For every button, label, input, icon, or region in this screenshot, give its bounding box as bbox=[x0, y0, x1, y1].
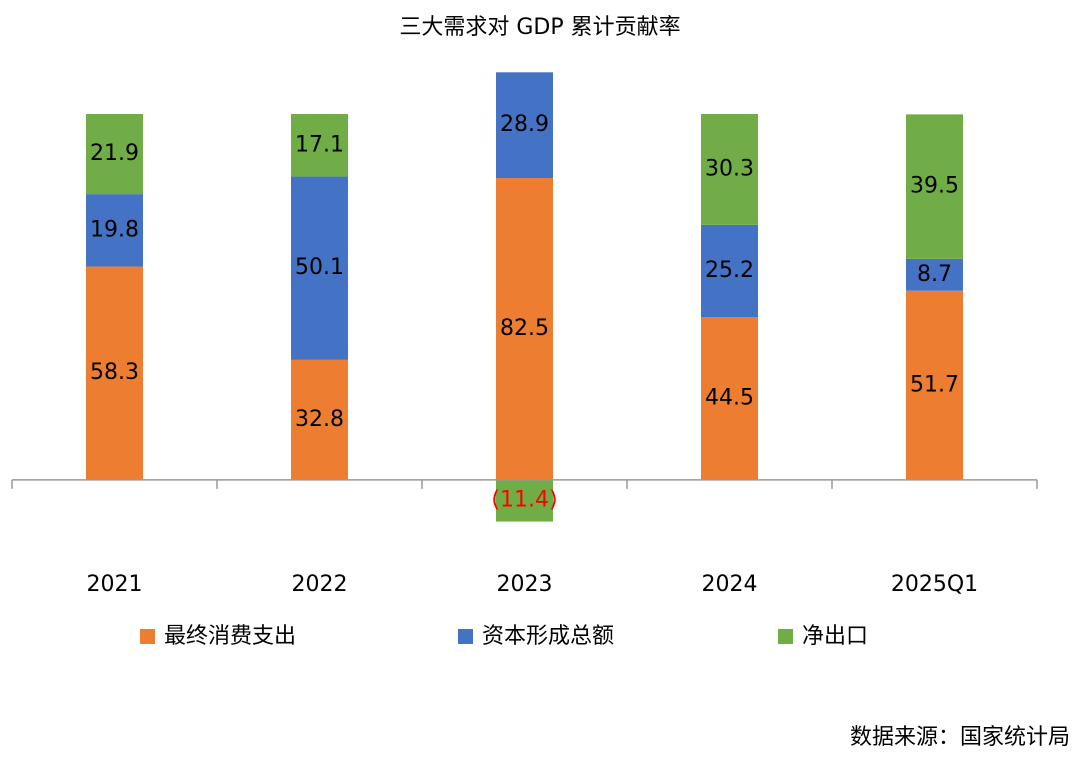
legend-swatch bbox=[140, 629, 155, 644]
data-label: 58.3 bbox=[90, 360, 139, 385]
data-label: 21.9 bbox=[90, 141, 139, 166]
bar-segment bbox=[496, 72, 553, 179]
bar-segment bbox=[906, 290, 963, 480]
data-label: 28.9 bbox=[500, 112, 549, 137]
x-tick-label: 2021 bbox=[87, 572, 143, 597]
x-tick-label: 2023 bbox=[497, 572, 553, 597]
chart-title: 三大需求对 GDP 累计贡献率 bbox=[399, 15, 680, 40]
data-label: 8.7 bbox=[917, 262, 952, 287]
source-note: 数据来源：国家统计局 bbox=[850, 725, 1070, 750]
legend-label: 资本形成总额 bbox=[482, 624, 614, 649]
data-label: 82.5 bbox=[500, 316, 549, 341]
data-label: (11.4) bbox=[491, 488, 557, 513]
bar-segment bbox=[291, 359, 348, 480]
x-tick-label: 2022 bbox=[292, 572, 348, 597]
data-label: 39.5 bbox=[910, 174, 959, 199]
legend-label: 最终消费支出 bbox=[164, 624, 296, 649]
x-tick-label: 2024 bbox=[702, 572, 758, 597]
bar-segment bbox=[701, 114, 758, 225]
bar-segment bbox=[701, 224, 758, 318]
data-label: 44.5 bbox=[705, 385, 754, 410]
bar-segment bbox=[906, 258, 963, 291]
bar-segment bbox=[496, 479, 553, 522]
data-label: 17.1 bbox=[295, 132, 344, 157]
legend-swatch bbox=[778, 629, 793, 644]
bar-segment bbox=[86, 114, 143, 195]
data-label: 51.7 bbox=[910, 372, 959, 397]
bar-segment bbox=[291, 114, 348, 177]
bar-segment bbox=[906, 114, 963, 259]
data-label: 50.1 bbox=[295, 255, 344, 280]
data-label: 25.2 bbox=[705, 258, 754, 283]
legend-label: 净出口 bbox=[802, 624, 868, 649]
data-label: 32.8 bbox=[295, 407, 344, 432]
bar-segment bbox=[701, 317, 758, 480]
bar-segment bbox=[291, 176, 348, 360]
legend-swatch bbox=[458, 629, 473, 644]
data-label: 30.3 bbox=[705, 156, 754, 181]
bar-segment bbox=[86, 266, 143, 480]
bar-segment bbox=[496, 178, 553, 480]
bar-segment bbox=[86, 194, 143, 267]
data-label: 19.8 bbox=[90, 217, 139, 242]
x-tick-label: 2025Q1 bbox=[891, 572, 978, 597]
